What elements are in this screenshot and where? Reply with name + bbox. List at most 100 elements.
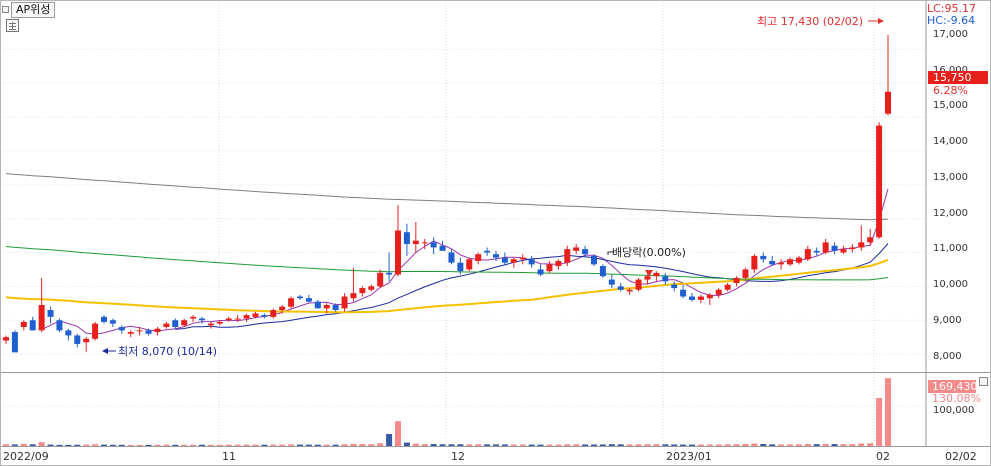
candle-body (11, 332, 18, 353)
volume-bar (858, 443, 865, 446)
candle-body (172, 320, 179, 327)
volume-bar (297, 444, 303, 446)
volume-bar (537, 444, 544, 446)
volume-bar (323, 444, 330, 446)
volume-bar (501, 444, 508, 446)
candle-body (56, 320, 63, 331)
stock-title[interactable]: AP위성 (11, 1, 56, 18)
candle-body (421, 242, 428, 244)
price-tick-label: 13,000 (933, 172, 968, 183)
volume-bar (38, 442, 45, 446)
volume-bar (510, 444, 517, 446)
current-volume-label: 169,430 (932, 380, 978, 393)
volume-bar (430, 444, 437, 446)
candle-body (751, 255, 758, 270)
candle-series (3, 34, 891, 353)
volume-bar (270, 444, 277, 446)
price-tick-label: 15,000 (933, 100, 968, 111)
volume-bar (163, 444, 170, 446)
volume-bar (787, 444, 793, 446)
ma240-line (5, 173, 889, 221)
hc-readout: HC:-9.64 (927, 14, 975, 27)
volume-panel-toggle-icon[interactable] (979, 377, 988, 386)
volume-tick-label: 100,000 (933, 405, 974, 416)
candle-body (439, 245, 446, 251)
candle-body (635, 279, 642, 290)
candle-body (314, 301, 321, 309)
price-tick-label: 11,000 (933, 243, 968, 254)
high-annotation-text: 최고 17,430 (02/02) (757, 15, 863, 28)
candle-body (715, 289, 722, 295)
volume-bar (403, 442, 410, 446)
volume-bar (662, 444, 669, 446)
square-icon[interactable] (2, 6, 9, 13)
candle-body (38, 304, 45, 331)
candle-body (190, 316, 197, 319)
candle-body (867, 237, 874, 243)
volume-bar (635, 444, 642, 446)
volume-bar (225, 444, 232, 446)
candle-body (359, 288, 366, 294)
volume-bars (3, 378, 891, 446)
volume-bar (760, 444, 767, 446)
volume-bar (181, 444, 188, 446)
dividend-down-arrow (645, 270, 653, 277)
volume-bar (484, 444, 491, 446)
candle-body (795, 257, 802, 263)
volume-bar (724, 444, 731, 446)
current-volume-tag (928, 380, 976, 393)
candle-body (617, 286, 624, 290)
volume-bar (279, 444, 286, 446)
candle-body (599, 266, 606, 277)
volume-bar (172, 444, 179, 446)
candle-body (323, 304, 330, 309)
volume-bar (849, 444, 856, 446)
candle-body (484, 250, 491, 253)
candle-body (261, 315, 268, 317)
low-annotation-text: 최저 8,070 (10/14) (118, 345, 217, 358)
candle-body (136, 330, 143, 332)
volume-bar (867, 443, 874, 446)
candle-body (564, 249, 571, 263)
candle-body (724, 284, 731, 290)
volume-bar (395, 421, 401, 446)
candle-body (501, 257, 508, 263)
volume-bar (493, 444, 499, 446)
volume-bar (350, 443, 357, 446)
candle-body (689, 296, 695, 300)
volume-bar (20, 443, 27, 446)
date-label: 02 (876, 450, 890, 463)
volume-bar (778, 444, 785, 446)
candle-body (207, 323, 214, 326)
candle-body (154, 328, 161, 333)
volume-bar (599, 444, 606, 446)
volume-bar (47, 444, 54, 446)
volume-bar (885, 378, 891, 446)
grid-table-icon[interactable] (6, 19, 19, 32)
ma5-line (41, 188, 889, 335)
volume-bar (386, 434, 393, 446)
candle-body (769, 260, 776, 265)
volume-bar (475, 444, 482, 446)
volume-bar (377, 443, 384, 446)
volume-bar (207, 444, 214, 446)
price-tick-label: 10,000 (933, 279, 968, 290)
volume-bar (305, 444, 312, 446)
dividend-annotation-text: 배당락(0.00%) (612, 246, 686, 259)
candle-body (101, 316, 107, 322)
candle-body (83, 338, 90, 343)
volume-bar (617, 444, 624, 446)
candle-body (145, 330, 152, 334)
date-label: 2023/01 (666, 450, 712, 463)
candle-body (804, 249, 811, 260)
volume-percent-label: 130.08% (932, 392, 981, 405)
volume-bar (359, 444, 366, 446)
volume-bar (252, 444, 259, 446)
candle-body (733, 277, 740, 283)
current-price-tag (928, 71, 988, 84)
candle-body (29, 320, 36, 331)
volume-bar (234, 444, 241, 446)
candle-body (662, 276, 669, 282)
candle-body (341, 296, 348, 309)
